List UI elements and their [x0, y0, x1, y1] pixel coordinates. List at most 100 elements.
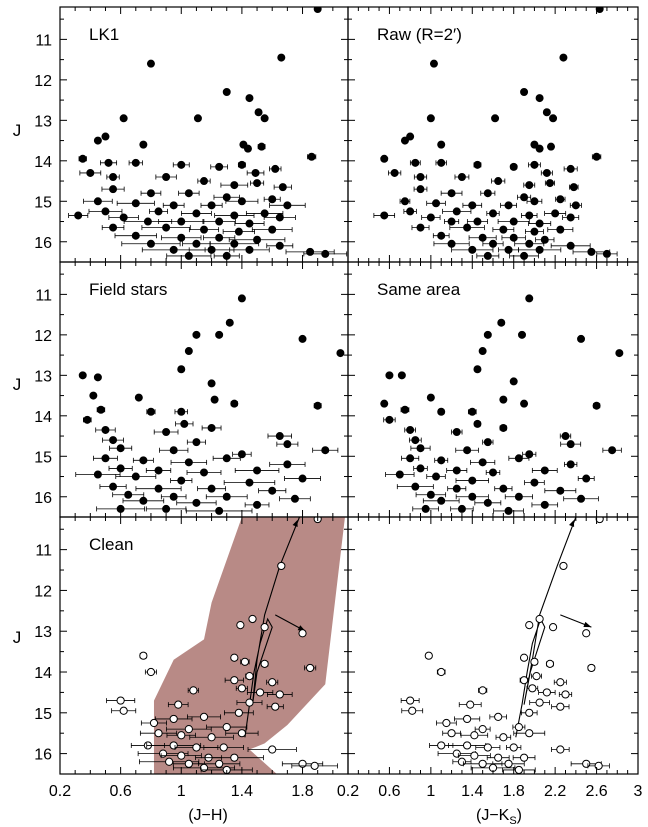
star-point — [131, 158, 140, 167]
star-point — [162, 223, 171, 232]
star-point — [542, 168, 551, 177]
star-point — [556, 745, 565, 754]
star-point — [268, 225, 277, 234]
star-point — [321, 446, 330, 455]
x-tick-label: 0.6 — [110, 783, 132, 800]
star-point — [400, 405, 409, 414]
star-point — [519, 676, 529, 685]
x-tick-label: 2.2 — [544, 783, 566, 800]
star-point — [561, 690, 570, 699]
star-point — [230, 211, 239, 220]
star-point — [530, 227, 539, 236]
star-point — [245, 94, 254, 103]
y-tick-label: 12 — [34, 73, 52, 90]
star-point — [577, 494, 586, 503]
y-tick-label: 14 — [34, 409, 52, 426]
star-point — [177, 217, 186, 226]
star-point — [207, 201, 216, 210]
x-axis-label-right-main: (J−K — [476, 807, 510, 824]
star-point — [78, 154, 87, 163]
star-point — [535, 245, 544, 254]
star-point — [210, 395, 219, 404]
star-point — [530, 657, 539, 666]
star-point — [566, 241, 575, 250]
star-point — [542, 688, 551, 697]
panel-plot-area-3 — [380, 294, 624, 515]
star-point — [463, 446, 472, 455]
star-point — [504, 245, 513, 254]
star-point — [193, 114, 202, 123]
star-point — [219, 743, 228, 752]
reddening-vector-head — [583, 621, 592, 628]
x-tick-label: 2.6 — [585, 783, 607, 800]
star-point — [248, 614, 257, 624]
star-point — [222, 88, 231, 96]
star-point — [530, 160, 539, 169]
star-point — [514, 765, 523, 774]
star-point — [447, 189, 456, 198]
star-point — [189, 686, 198, 695]
star-point — [499, 484, 508, 493]
star-point — [169, 741, 178, 750]
star-point — [426, 490, 435, 499]
star-point — [207, 245, 216, 254]
star-point — [520, 399, 529, 408]
star-point — [154, 484, 163, 493]
star-point — [478, 725, 487, 734]
star-point — [89, 391, 98, 400]
star-point — [566, 213, 575, 222]
star-point — [463, 741, 472, 750]
star-point — [310, 761, 319, 770]
star-point — [222, 492, 231, 501]
star-point — [514, 722, 523, 732]
star-point — [275, 213, 284, 222]
star-point — [473, 365, 482, 374]
star-point — [298, 759, 307, 768]
star-point — [271, 164, 280, 173]
star-point — [177, 751, 186, 760]
star-point — [525, 181, 534, 190]
star-point — [184, 458, 193, 467]
x-tick-label: 1.4 — [461, 783, 483, 800]
star-point — [540, 500, 549, 509]
star-point — [468, 492, 477, 501]
star-point — [483, 189, 492, 198]
star-point — [429, 59, 438, 68]
star-point — [406, 132, 415, 141]
star-point — [509, 377, 518, 386]
star-point — [519, 653, 529, 662]
star-point — [416, 444, 425, 453]
star-point — [400, 197, 409, 206]
star-point — [131, 231, 140, 240]
star-point — [540, 466, 549, 475]
y-tick-label: 13 — [34, 624, 52, 641]
star-point — [109, 185, 118, 194]
star-point — [489, 468, 497, 477]
star-point — [504, 201, 513, 210]
star-point — [489, 209, 497, 218]
star-point — [93, 136, 102, 145]
star-point — [556, 195, 565, 204]
star-point — [470, 751, 479, 760]
y-tick-label: 13 — [34, 113, 52, 130]
star-point — [169, 492, 178, 501]
star-point — [608, 446, 617, 455]
star-point — [184, 759, 193, 768]
star-point — [395, 470, 404, 479]
star-point — [277, 53, 286, 62]
star-point — [452, 484, 461, 493]
star-point — [525, 211, 534, 220]
star-point — [149, 718, 159, 728]
star-point — [535, 94, 544, 103]
panel-0: 11 12 13 14 15 16 LK1 — [34, 6, 349, 263]
star-point — [518, 330, 526, 339]
star-point — [225, 318, 234, 327]
star-point — [494, 712, 503, 721]
star-point — [411, 482, 420, 491]
x-tick-label: 0.2 — [337, 783, 359, 800]
star-point — [528, 684, 537, 693]
star-point — [169, 245, 178, 254]
star-point — [535, 219, 544, 228]
star-point — [207, 484, 216, 493]
